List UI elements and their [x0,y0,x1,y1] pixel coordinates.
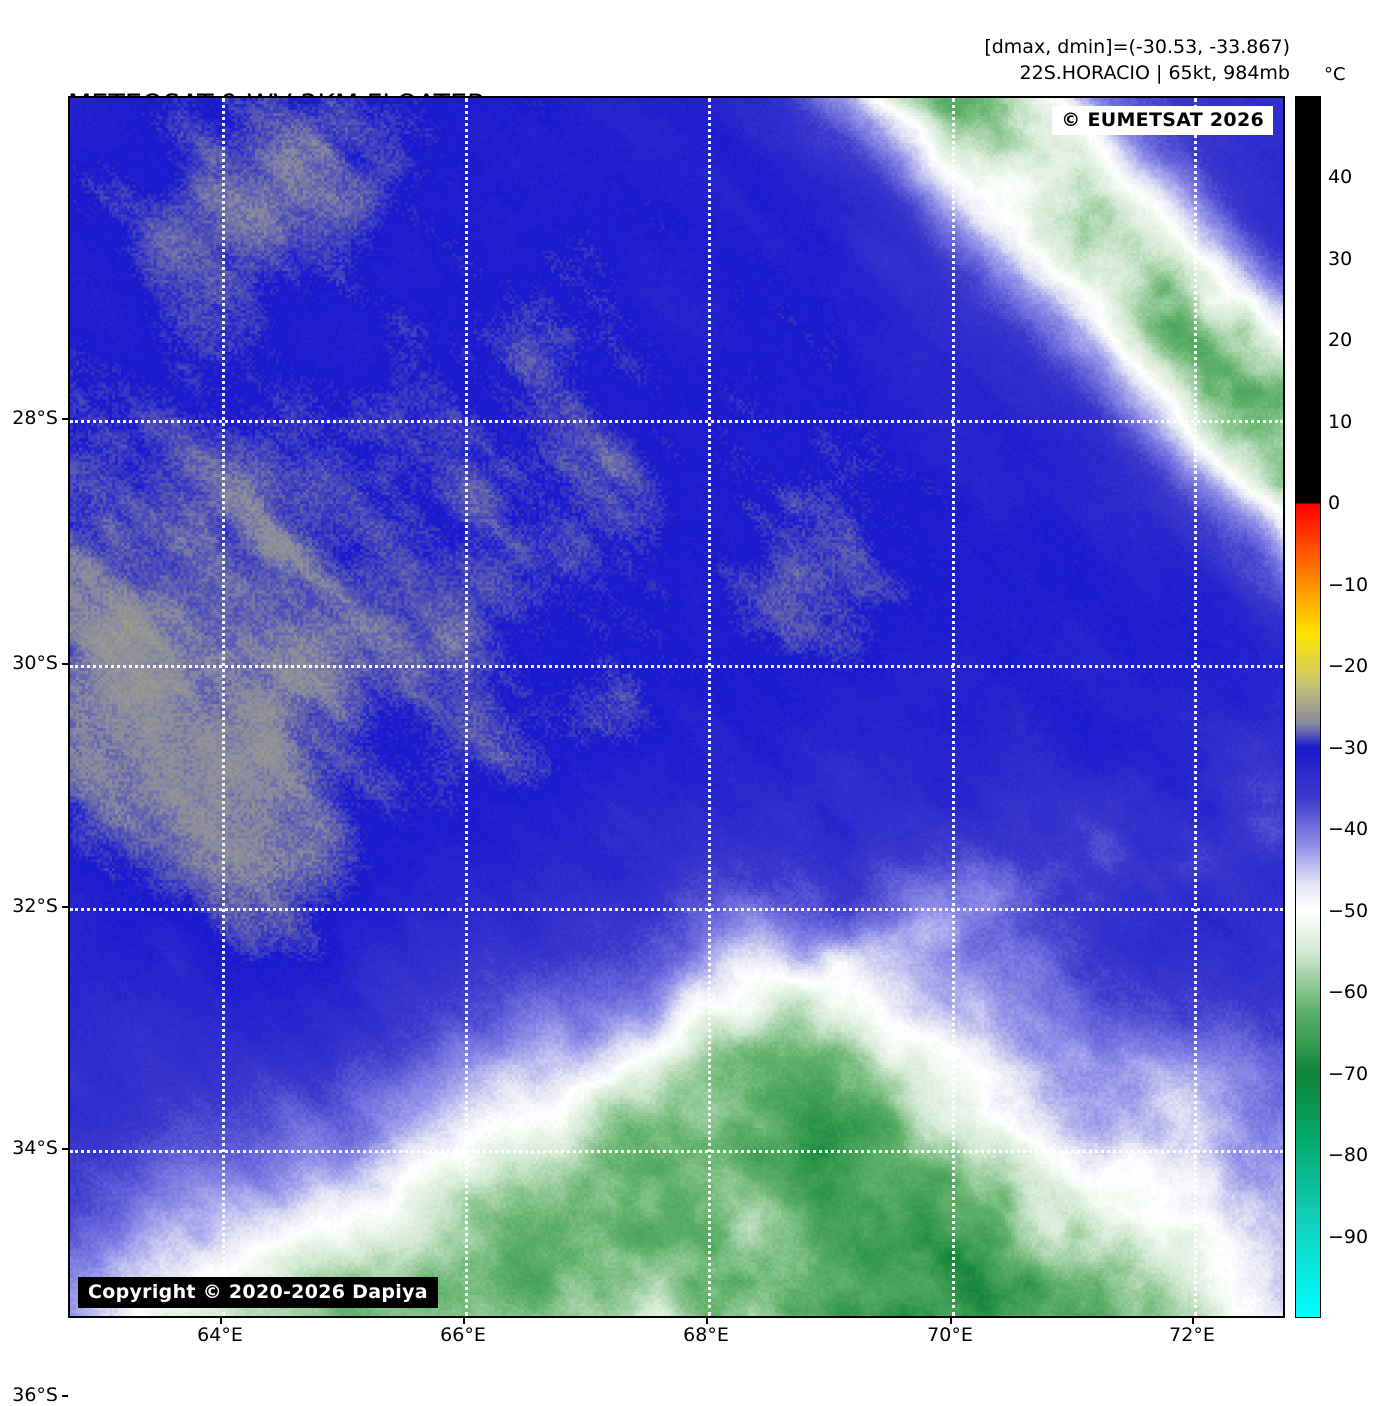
lon-tick-label-70: 70°E [927,1324,973,1346]
metadata-block: [dmax, dmin]=(-30.53, -33.867) 22S.HORAC… [984,34,1290,86]
colorbar-tick-10: 10 [1328,410,1353,433]
lat-tick-mark [62,663,68,665]
lon-tick-label-68: 68°E [683,1324,729,1346]
colorbar-tick--40: −40 [1328,818,1369,841]
colorbar-tick-40: 40 [1328,166,1353,189]
lon-tick-mark [706,1318,708,1324]
copyright-badge: Copyright © 2020-2026 Dapiya [78,1277,438,1308]
colorbar-tick--80: −80 [1328,1144,1369,1167]
colorbar-tick--10: −10 [1328,573,1369,596]
lat-tick-mark [62,1148,68,1150]
colorbar-tick--50: −50 [1328,899,1369,922]
satellite-image-plot[interactable]: © EUMETSAT 2026 Copyright © 2020-2026 Da… [68,96,1285,1318]
lat-tick-mark [62,906,68,908]
lat-tick-label-30: 30°S [12,652,58,674]
lat-tick-label-34: 34°S [12,1137,58,1159]
lat-tick-mark [62,1395,68,1397]
lon-tick-mark [220,1318,222,1324]
lon-tick-label-72: 72°E [1169,1324,1215,1346]
colorbar-tick-0: 0 [1328,492,1341,515]
satellite-imagery-canvas [70,98,1283,1316]
colorbar-tick--20: −20 [1328,655,1369,678]
colorbar-unit-label: °C [1324,64,1346,85]
dmax-dmin-readout: [dmax, dmin]=(-30.53, -33.867) [984,36,1290,58]
lon-tick-mark [463,1318,465,1324]
colorbar-tick--90: −90 [1328,1225,1369,1248]
lat-tick-mark [62,418,68,420]
colorbar-tick--60: −60 [1328,981,1369,1004]
colorbar-tick--70: −70 [1328,1062,1369,1085]
lat-tick-label-28: 28°S [12,407,58,429]
colorbar-tick--30: −30 [1328,736,1369,759]
colorbar-gradient [1295,96,1321,1318]
eumetsat-credit-badge: © EUMETSAT 2026 [1052,106,1273,135]
colorbar-tick-20: 20 [1328,329,1353,352]
lon-tick-label-64: 64°E [197,1324,243,1346]
lon-tick-mark [1192,1318,1194,1324]
colorbar[interactable] [1295,96,1321,1318]
lat-tick-label-36: 36°S [12,1384,58,1406]
colorbar-tick-30: 30 [1328,247,1353,270]
storm-info-readout: 22S.HORACIO | 65kt, 984mb [1019,62,1290,84]
lon-tick-mark [950,1318,952,1324]
lon-tick-label-66: 66°E [440,1324,486,1346]
lat-tick-label-32: 32°S [12,895,58,917]
